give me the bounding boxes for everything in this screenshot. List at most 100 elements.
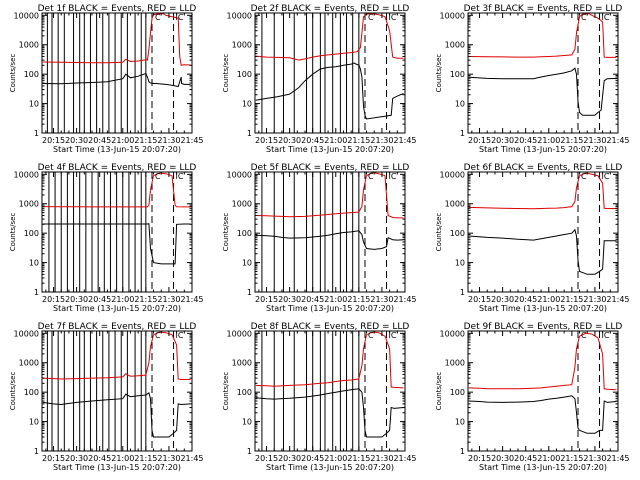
plot-area [255,13,404,133]
x-tick-label: 20:15 [255,136,278,145]
x-axis-label: Start Time (13-Jun-15 20:07:20) [266,304,394,313]
panel-title: Det 5f BLACK = Events, RED = LLD [251,163,410,173]
x-axis-label: Start Time (13-Jun-15 20:07:20) [266,145,394,154]
x-tick-label: 21:15 [560,454,583,463]
x-tick-label: 20:30 [491,454,514,463]
series-line-lld [42,172,191,208]
x-tick-label: 20:30 [491,295,514,304]
axes-frame [254,171,406,293]
y-axis-label: Counts/sec [222,372,230,411]
series-line-lld [468,172,617,210]
y-tick-label: 1 [460,288,465,297]
x-tick-label: 20:30 [278,295,301,304]
plot-area [255,172,404,292]
y-tick-label: 100 [24,388,39,397]
y-tick-label: 100 [237,229,252,238]
y-tick-label: 10 [455,100,465,109]
axes-frame [467,171,619,293]
x-tick-label: 20:15 [468,295,491,304]
x-tick-label: 21:00 [537,454,560,463]
plot-area [42,331,191,451]
y-tick-label: 10000 [14,329,39,338]
y-tick-label: 1000 [445,41,465,50]
marker-label: C [155,13,161,22]
y-tick-label: 10 [242,418,252,427]
x-tick-label: 20:15 [42,454,65,463]
x-tick-label: 20:15 [255,454,278,463]
y-tick-label: 1000 [232,41,252,50]
x-tick-label: 21:45 [393,454,416,463]
series-line-lld [468,13,617,58]
panel-title: Det 1f BLACK = Events, RED = LLD [38,4,197,14]
y-tick-label: 1 [34,447,39,456]
x-tick-label: 20:15 [255,295,278,304]
panel-title: Det 4f BLACK = Events, RED = LLD [38,163,197,173]
series-line-events [468,67,617,116]
x-tick-label: 20:45 [514,295,537,304]
x-tick-label: 21:30 [157,454,180,463]
y-axis-label: Counts/sec [435,213,443,252]
marker-label: IC [389,172,397,181]
y-tick-label: 1 [247,288,252,297]
x-tick-label: 20:45 [301,454,324,463]
plot-area [42,172,191,292]
panel-title: Det 6f BLACK = Events, RED = LLD [464,163,623,173]
y-tick-label: 1 [34,288,39,297]
y-tick-label: 10000 [14,11,39,20]
marker-label: C [581,331,587,340]
plot-area [468,331,617,451]
marker-label: C [155,331,161,340]
y-tick-label: 10 [29,100,39,109]
marker-label: IC [602,172,610,181]
marker-label: IC [389,13,397,22]
y-tick-label: 10 [242,100,252,109]
x-tick-label: 21:15 [560,295,583,304]
x-tick-label: 21:00 [324,295,347,304]
y-tick-label: 10000 [440,329,465,338]
series-line-events [255,388,404,438]
axes-frame [41,330,193,452]
x-tick-label: 21:30 [583,136,606,145]
y-tick-label: 10000 [227,11,252,20]
x-tick-label: 20:15 [468,454,491,463]
series-line-lld [255,331,404,389]
series-line-lld [255,13,404,61]
x-tick-label: 21:00 [324,136,347,145]
x-axis-label: Start Time (13-Jun-15 20:07:20) [479,463,607,472]
plot-area [255,331,404,451]
y-tick-label: 1 [460,129,465,138]
plot-area [468,13,617,133]
y-tick-label: 10 [455,259,465,268]
x-tick-label: 20:45 [514,454,537,463]
x-tick-label: 20:15 [42,136,65,145]
plot-area [468,172,617,292]
x-tick-label: 21:45 [180,295,203,304]
series-line-events [468,228,617,275]
series-line-events [42,223,191,265]
marker-label: IC [176,331,184,340]
x-tick-label: 21:00 [111,295,134,304]
x-tick-label: 21:45 [606,295,629,304]
marker-label: C [368,13,374,22]
marker-label: IC [176,13,184,22]
axes-frame [467,330,619,452]
x-tick-label: 21:15 [347,454,370,463]
x-axis-label: Start Time (13-Jun-15 20:07:20) [53,304,181,313]
x-tick-label: 21:15 [134,454,157,463]
x-tick-label: 20:45 [88,295,111,304]
y-tick-label: 10000 [440,170,465,179]
x-tick-label: 21:00 [324,454,347,463]
x-tick-label: 20:30 [65,295,88,304]
plot-area [42,13,191,133]
panel-title: Det 2f BLACK = Events, RED = LLD [251,4,410,14]
y-tick-label: 1000 [19,359,39,368]
x-tick-label: 21:30 [157,295,180,304]
y-tick-label: 1000 [232,200,252,209]
x-axis-label: Start Time (13-Jun-15 20:07:20) [266,463,394,472]
marker-label: C [368,331,374,340]
marker-label: C [581,13,587,22]
x-tick-label: 21:45 [393,295,416,304]
x-tick-label: 21:15 [134,136,157,145]
